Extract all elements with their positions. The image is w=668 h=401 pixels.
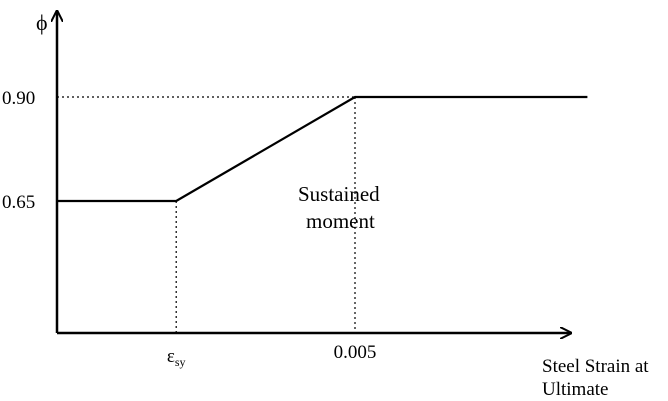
x-axis-label-line-1: Steel Strain at — [542, 356, 649, 377]
x-axis-label-line-2: Ultimate — [542, 379, 608, 400]
annotation-line-1: Sustained — [298, 182, 380, 206]
x-tick-label-0.005: 0.005 — [334, 342, 377, 363]
y-tick-label-0.90: 0.90 — [2, 88, 35, 109]
y-tick-label-0.65: 0.65 — [2, 192, 35, 213]
y-axis-label: ϕ — [36, 10, 48, 35]
annotation-line-2: moment — [306, 209, 375, 233]
phi-series-line — [57, 95, 588, 203]
x-tick-label-esy: εsy — [167, 346, 186, 369]
